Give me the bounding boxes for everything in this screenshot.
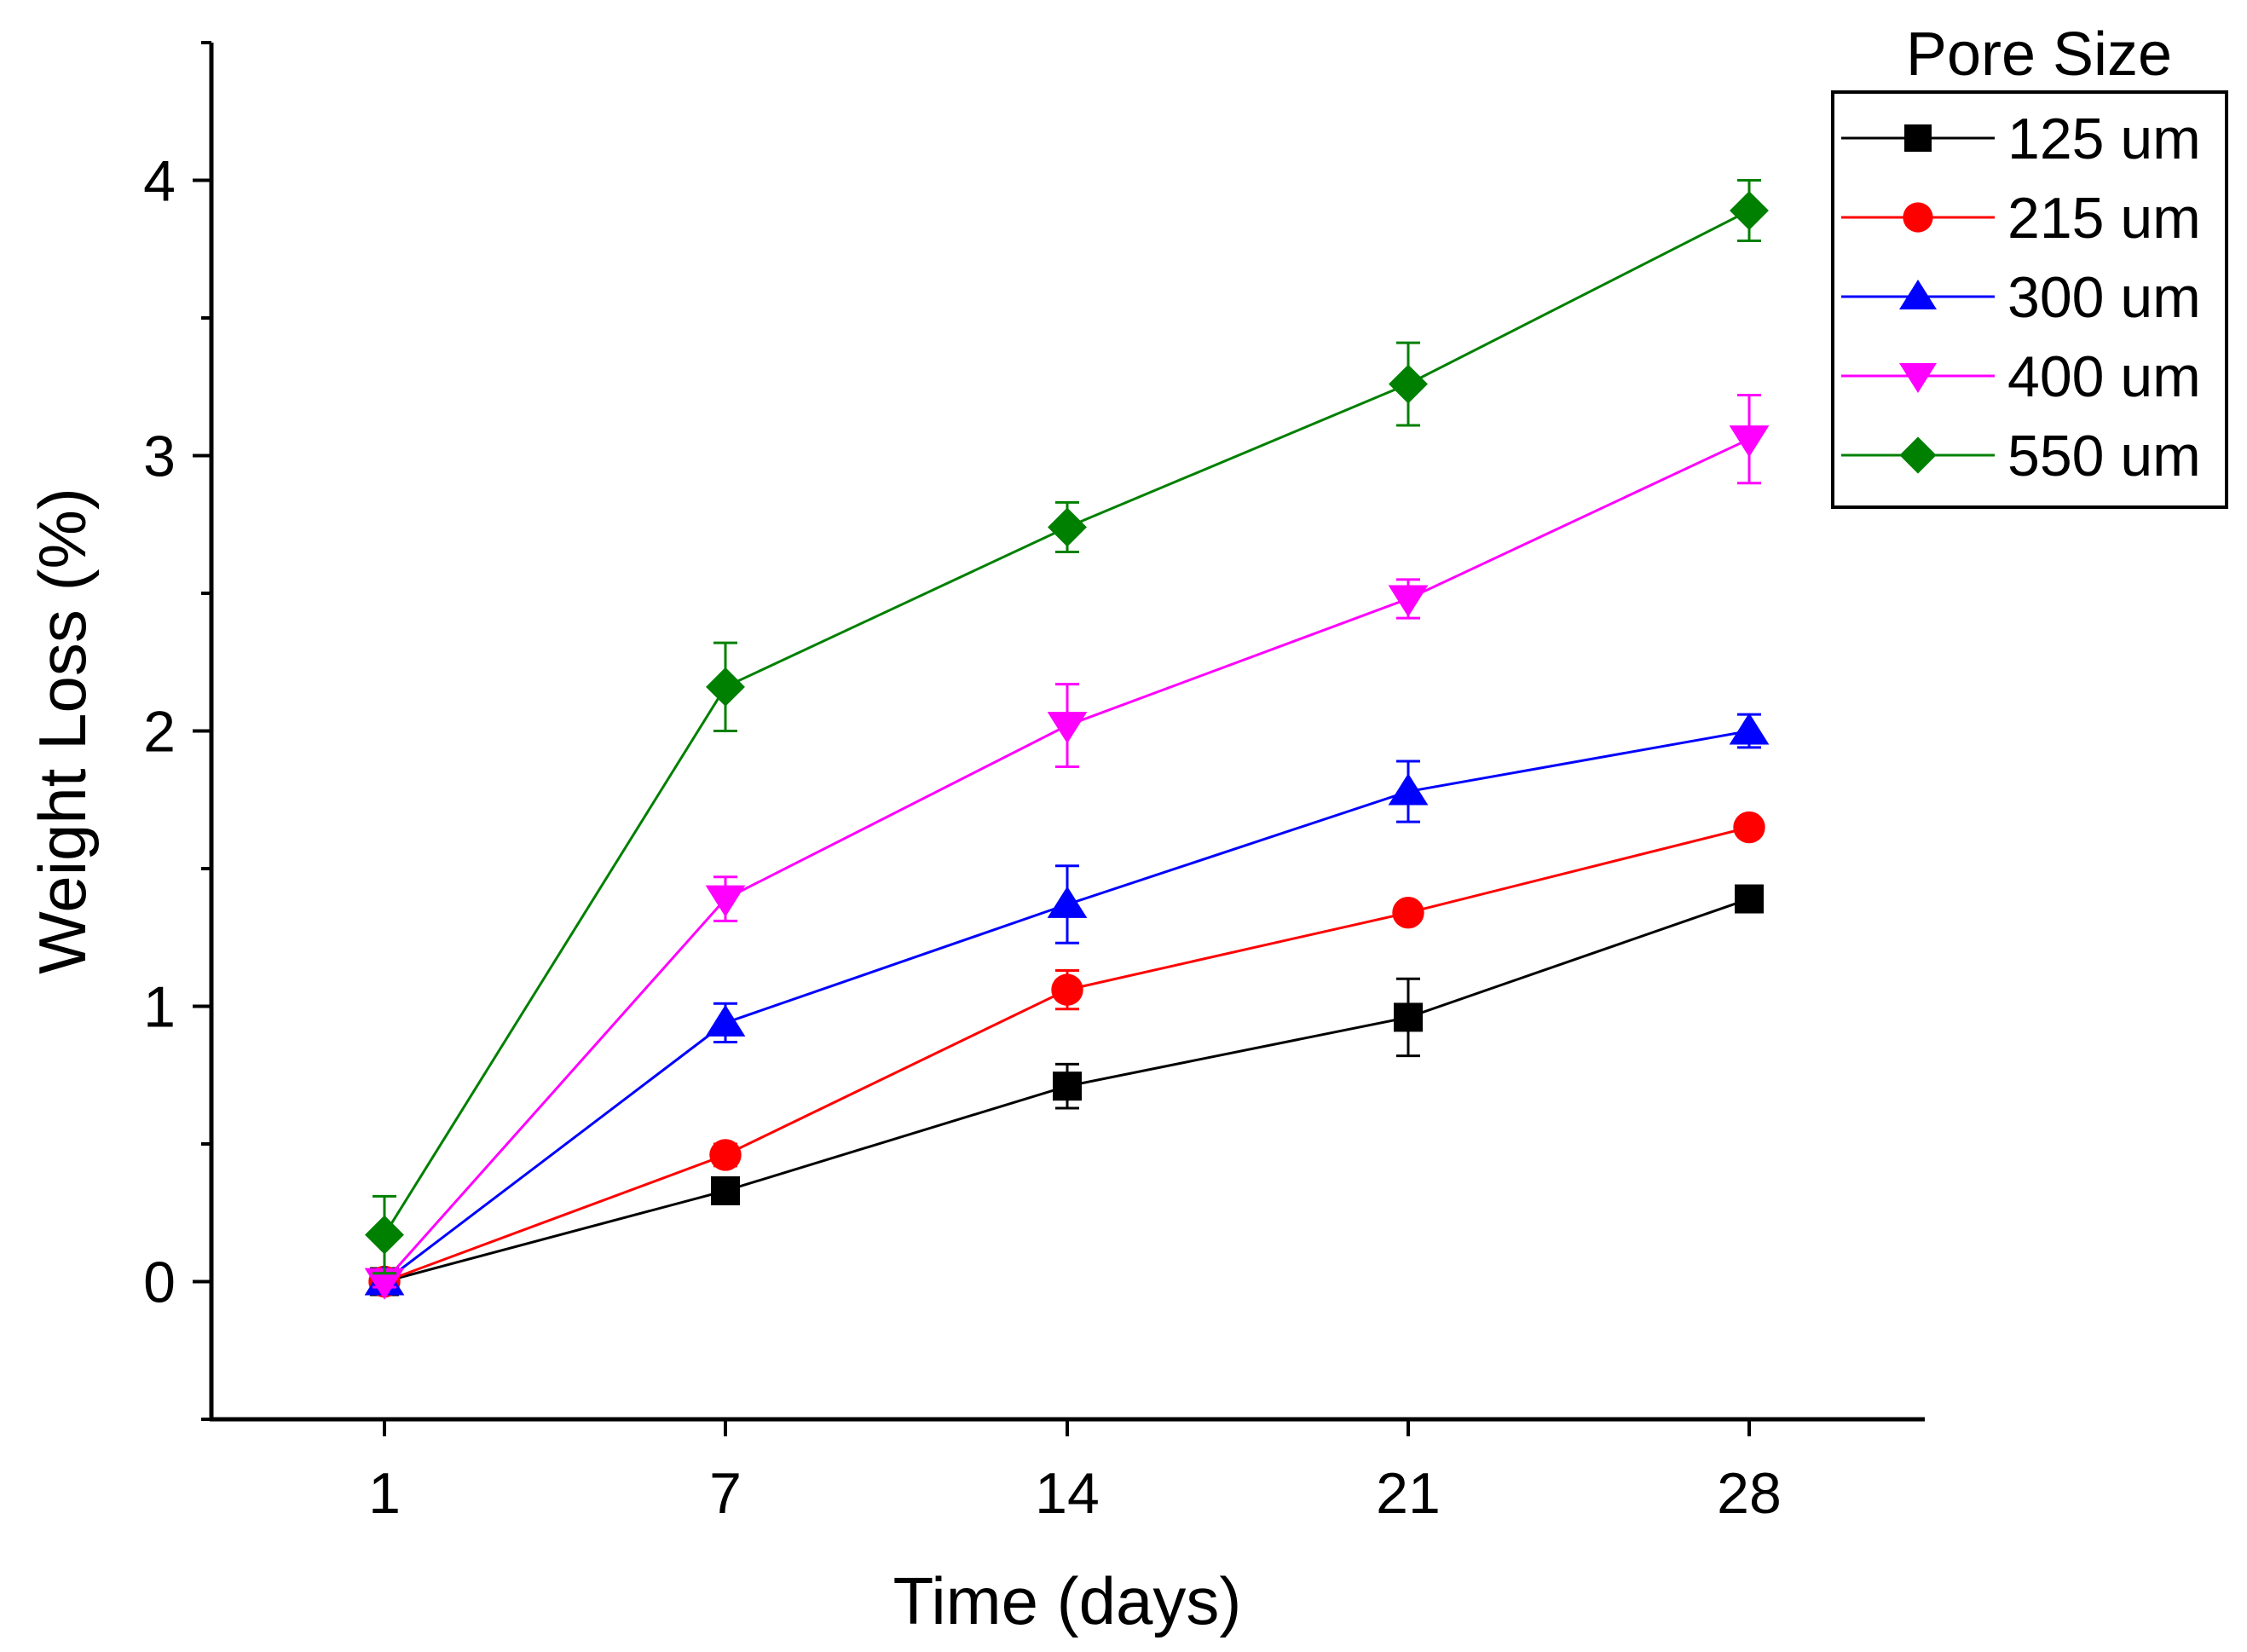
data-point: [1735, 884, 1764, 914]
data-point: [706, 667, 745, 707]
data-point: [711, 1175, 740, 1205]
x-axis-title: Time (days): [893, 1563, 1242, 1638]
series-line: [383, 437, 1750, 1283]
legend-swatch-marker: [1904, 124, 1932, 152]
series-125-um: [370, 884, 1764, 1297]
axes: 0 1 2 3 4 1 7 14 21 28: [143, 41, 1925, 1526]
y-tick-label: 0: [143, 1251, 176, 1315]
data-point: [1389, 364, 1428, 404]
data-point: [1730, 191, 1769, 230]
legend-label: 300 um: [2007, 265, 2201, 330]
legend-box: [1831, 90, 2228, 509]
x-tick-label: 28: [1717, 1461, 1782, 1526]
data-point: [705, 885, 746, 917]
series-550-um: [365, 179, 1769, 1275]
legend-swatch-marker: [1899, 280, 1937, 309]
data-point: [1392, 896, 1424, 929]
data-point: [705, 1004, 746, 1037]
x-tick-label: 14: [1035, 1461, 1100, 1526]
legend-label: 400 um: [2007, 344, 2201, 409]
y-tick-label: 4: [143, 149, 176, 214]
data-point: [1048, 507, 1087, 547]
data-point: [1733, 811, 1765, 844]
legend-swatch-marker: [1899, 363, 1937, 393]
legend-swatch-marker: [1903, 202, 1933, 233]
data-point: [1051, 973, 1083, 1006]
data-point: [1729, 425, 1770, 458]
data-point: [709, 1139, 742, 1171]
data-point: [1047, 712, 1088, 744]
legend-label: 215 um: [2007, 186, 2201, 251]
data-point: [1053, 1071, 1082, 1101]
plot-area: [364, 179, 1770, 1300]
data-point: [1394, 1002, 1423, 1032]
x-tick-label: 7: [709, 1461, 742, 1526]
y-axis-title: Weight Loss (%): [25, 488, 100, 974]
legend-label: 125 um: [2007, 107, 2201, 171]
y-tick-label: 2: [143, 700, 176, 765]
legend: Pore Size 125 um 215 um 300 um 400 um 550 um: [1831, 20, 2228, 509]
x-tick-label: 21: [1376, 1461, 1441, 1526]
y-tick-label: 1: [143, 975, 176, 1040]
y-tick-label: 3: [143, 425, 176, 489]
data-point: [365, 1215, 404, 1255]
data-point: [364, 1268, 405, 1300]
legend-label: 550 um: [2007, 424, 2201, 488]
data-point: [1729, 713, 1770, 745]
data-point: [1388, 773, 1429, 806]
legend-title: Pore Size: [1906, 20, 2172, 89]
series-400-um: [364, 393, 1770, 1300]
x-tick-label: 1: [368, 1461, 401, 1526]
data-point: [1047, 886, 1088, 918]
legend-swatch-marker: [1899, 436, 1937, 474]
data-point: [1388, 585, 1429, 617]
